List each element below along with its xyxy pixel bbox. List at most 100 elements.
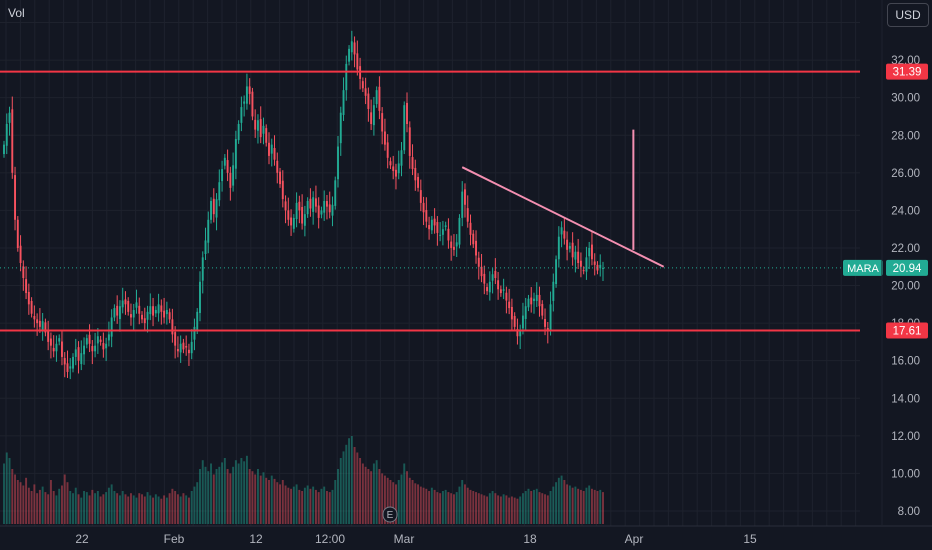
candle-body [221,169,224,182]
volume-bar [268,480,270,524]
volume-bar [588,485,591,524]
volume-bar [110,484,113,524]
volume-bar [22,485,25,524]
volume-bar [505,495,508,524]
volume-bar [226,469,229,524]
volume-bar [127,496,130,524]
volume-bar [400,474,403,524]
candle-body [281,180,284,200]
volume-bar [245,455,248,524]
candle-body [411,157,414,170]
candle-body [176,349,179,352]
candle-body [88,334,91,344]
candle-body [521,315,524,329]
volume-bar [88,495,91,524]
candle-body [256,120,259,131]
candle-body [339,112,342,144]
volume-bar [372,463,375,524]
volume-bar [163,495,166,524]
volume-bar [8,458,11,524]
candle-body [141,314,143,320]
candle-body [392,166,395,171]
candle-body [132,309,135,318]
volume-bar [428,491,431,524]
volume-bar [602,492,604,524]
candle-body [102,343,105,350]
volume-indicator-label[interactable]: Vol [8,6,25,20]
candle-body [452,246,455,250]
volume-bar [566,484,569,524]
candle-body [290,217,293,226]
candle-body [326,201,328,207]
candle-body [549,304,552,330]
volume-bar [204,466,207,524]
candle-body [502,289,505,291]
candle-body [154,309,157,314]
volume-bar [47,494,50,524]
y-axis-tick-label: 8.00 [898,506,920,518]
candle-body [199,281,201,313]
volume-bar [455,492,458,524]
candle-body [475,240,477,256]
candle-body [447,228,450,241]
candle-body [425,210,428,222]
volume-bar [149,495,152,524]
candle-body [386,142,389,158]
candle-body [414,167,417,181]
volume-bar [395,484,397,524]
volume-bar [295,484,298,524]
volume-bar [130,493,132,524]
candle-body [130,314,132,318]
candle-body [55,343,58,352]
candle-body [544,318,546,327]
volume-bar [494,493,497,524]
volume-bar [546,495,549,524]
volume-bar [248,469,251,524]
volume-bar [422,487,425,524]
volume-bar [555,482,558,524]
volume-bar [218,466,221,524]
candle-body [61,341,63,357]
candle-body [530,297,533,305]
candle-body [94,345,97,352]
volume-bar [425,488,428,524]
currency-button[interactable]: USD [887,3,929,27]
volume-bar [182,493,185,524]
candle-body [469,222,472,235]
volume-bar [306,485,309,524]
volume-bar [488,493,491,524]
candle-body [185,346,188,348]
volume-bar [298,489,301,524]
candle-body [8,112,11,123]
volume-bar [99,496,102,524]
y-axis-tick-label: 28.00 [891,130,920,142]
candle-body [486,287,489,292]
candle-body [301,207,304,224]
candle-body [582,270,585,272]
symbol-name: MARA [847,263,879,275]
volume-bar [441,491,444,524]
candle-body [287,210,290,220]
volume-bar [157,496,160,524]
candle-body [152,306,155,316]
volume-bar [519,496,522,524]
candle-body [345,63,348,91]
volume-bar [466,487,469,524]
candle-body [251,91,254,117]
x-axis-tick-label: 22 [75,532,89,546]
volume-bar [521,493,524,524]
candle-body [403,105,406,151]
x-axis-tick-label: 18 [523,532,537,546]
volume-bar [568,485,571,524]
volume-bar [207,471,210,524]
volume-bar [486,496,489,524]
volume-bar [212,474,215,524]
candle-body [243,101,246,104]
candle-body [91,346,94,352]
candle-body [314,198,317,207]
x-axis-tick-label: Feb [164,532,185,546]
volume-bar [461,480,464,524]
candle-body [237,123,240,141]
